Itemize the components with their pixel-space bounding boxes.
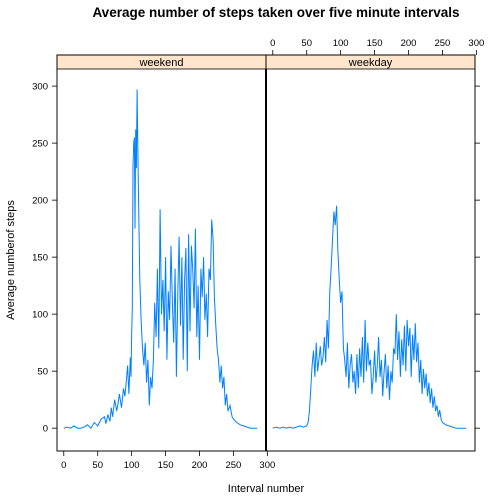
x-tick-label-bottom: 300 <box>259 460 275 471</box>
x-tick-label-top: 300 <box>468 38 484 49</box>
series-line-weekend <box>63 89 258 430</box>
x-tick-label-bottom: 250 <box>225 460 241 471</box>
series-line-weekday <box>272 205 467 429</box>
x-tick-label-bottom: 100 <box>124 460 140 471</box>
panel-border-weekend <box>56 54 267 452</box>
plot-area: weekend weekday 0 50 100 150 200 250 300 0 50 100 15… <box>32 38 484 471</box>
y-axis-label: Average numberof steps <box>5 200 17 320</box>
x-tick-label-top: 0 <box>270 38 275 49</box>
y-tick-label: 300 <box>32 82 48 93</box>
x-tick-label-bottom: 50 <box>92 460 103 471</box>
y-tick-label: 50 <box>37 367 48 378</box>
x-tick-label-top: 100 <box>333 38 349 49</box>
x-tick-label-bottom: 200 <box>192 460 208 471</box>
x-tick-label-top: 250 <box>434 38 450 49</box>
chart-title: Average number of steps taken over five … <box>92 5 459 20</box>
y-tick-label: 150 <box>32 253 48 264</box>
x-tick-label-bottom: 0 <box>61 460 66 471</box>
x-tick-label-top: 50 <box>301 38 312 49</box>
strip-label-weekend: weekend <box>138 57 183 69</box>
y-tick-label: 200 <box>32 196 48 207</box>
y-tick-label: 100 <box>32 310 48 321</box>
y-tick-label: 250 <box>32 139 48 150</box>
strip-label-weekday: weekday <box>348 57 393 69</box>
x-tick-label-bottom: 150 <box>158 460 174 471</box>
x-tick-label-top: 200 <box>401 38 417 49</box>
x-tick-label-top: 150 <box>367 38 383 49</box>
panel-border-weekday <box>265 54 476 452</box>
x-axis-label: Interval number <box>228 483 305 495</box>
y-tick-label: 0 <box>43 424 48 435</box>
